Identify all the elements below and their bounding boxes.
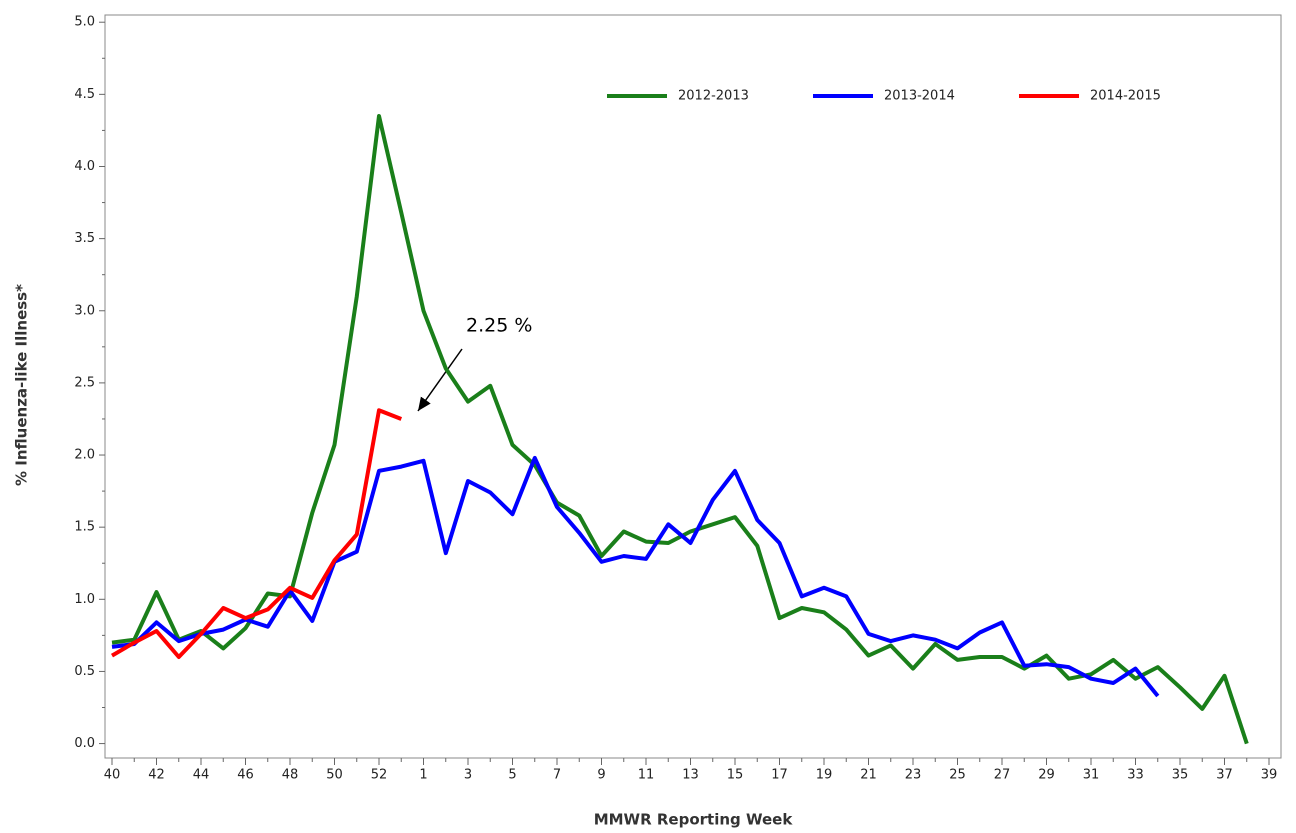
x-tick-label: 33	[1127, 768, 1144, 783]
x-tick-label: 52	[371, 768, 388, 783]
x-tick-label: 48	[282, 768, 299, 783]
x-tick-label: 42	[148, 768, 165, 783]
annotation: 2.25 %	[466, 315, 532, 337]
y-axis-title: % Influenza-like Illness*	[13, 284, 31, 486]
x-tick-label: 13	[682, 768, 699, 783]
y-tick-label: 0.0	[74, 736, 95, 751]
y-tick-label: 4.0	[74, 159, 95, 174]
legend-label: 2013-2014	[884, 89, 955, 104]
x-tick-label: 44	[193, 768, 210, 783]
series-line	[111, 455, 1160, 698]
x-tick-label: 50	[326, 768, 343, 783]
x-tick-label: 21	[860, 768, 877, 783]
x-tick-label: 3	[464, 768, 472, 783]
y-tick-label: 2.0	[74, 448, 95, 463]
plot-frame	[104, 14, 1282, 759]
x-tick-label: 1	[419, 768, 427, 783]
x-tick-label: 23	[905, 768, 922, 783]
y-tick-label: 4.5	[74, 87, 95, 102]
y-tick-label: 3.0	[74, 303, 95, 318]
x-tick-label: 27	[994, 768, 1011, 783]
x-tick-label: 5	[508, 768, 516, 783]
x-tick-label: 31	[1083, 768, 1100, 783]
x-tick-label: 40	[104, 768, 121, 783]
x-tick-label: 17	[771, 768, 788, 783]
series-line	[110, 408, 403, 659]
y-tick-label: 1.5	[74, 520, 95, 535]
x-tick-label: 25	[949, 768, 966, 783]
y-tick-label: 3.5	[74, 231, 95, 246]
x-tick-label: 11	[638, 768, 655, 783]
series-line	[111, 114, 1249, 745]
x-tick-label: 37	[1216, 768, 1233, 783]
annotation-arrow	[417, 348, 463, 412]
x-tick-label: 19	[816, 768, 833, 783]
y-tick-label: 2.5	[74, 375, 95, 390]
x-tick-label: 29	[1038, 768, 1055, 783]
x-tick-label: 35	[1172, 768, 1189, 783]
x-tick-label: 15	[727, 768, 744, 783]
x-tick-label: 46	[237, 768, 254, 783]
legend-label: 2012-2013	[678, 89, 749, 104]
y-tick-label: 0.5	[74, 664, 95, 679]
x-tick-label: 39	[1261, 768, 1278, 783]
legend-label: 2014-2015	[1090, 89, 1161, 104]
x-axis-title: MMWR Reporting Week	[594, 811, 794, 829]
x-tick-label: 9	[597, 768, 605, 783]
y-tick-label: 1.0	[74, 592, 95, 607]
x-tick-label: 7	[553, 768, 561, 783]
y-tick-label: 5.0	[74, 15, 95, 30]
